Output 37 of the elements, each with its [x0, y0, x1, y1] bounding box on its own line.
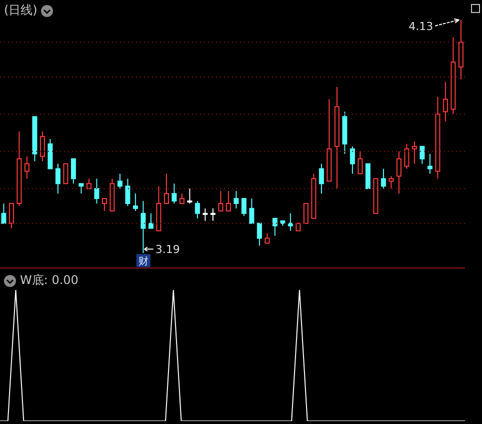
candlestick: [24, 156, 30, 180]
candlestick: [458, 19, 464, 80]
annotation: 3.19: [155, 243, 180, 256]
candlestick: [380, 168, 386, 190]
candlestick: [420, 146, 425, 164]
candlestick: [318, 163, 324, 194]
candlestick: [234, 190, 239, 209]
candlestick: [40, 131, 45, 162]
candlestick: [70, 158, 76, 184]
candlestick: [435, 96, 440, 180]
candlestick: [202, 208, 208, 222]
candlestick: [55, 163, 60, 194]
candlestick: [210, 208, 216, 222]
candlestick: [442, 81, 448, 122]
candlestick: [288, 212, 293, 232]
candlestick: [172, 183, 177, 204]
candlestick: [125, 178, 130, 206]
annotation: 4.13: [408, 20, 434, 33]
candlestick: [334, 86, 340, 190]
candlestick: [148, 212, 154, 229]
candlestick: [1, 202, 6, 224]
candlestick: [194, 200, 200, 219]
candlestick: [187, 188, 192, 204]
candlestick: [412, 140, 417, 164]
candlestick: [350, 146, 355, 174]
candlestick: [396, 150, 402, 194]
chart-title: (日线): [4, 2, 38, 19]
candlestick: [117, 173, 122, 190]
candlestick: [272, 218, 278, 236]
chart-title: W底: 0.00: [20, 272, 78, 289]
candlestick: [256, 222, 262, 246]
candlestick: [94, 178, 100, 204]
candlestick: [249, 198, 254, 224]
candlestick: [427, 153, 432, 174]
candlestick: [132, 193, 138, 212]
candlestick: [241, 198, 246, 216]
candlestick: [78, 183, 84, 194]
